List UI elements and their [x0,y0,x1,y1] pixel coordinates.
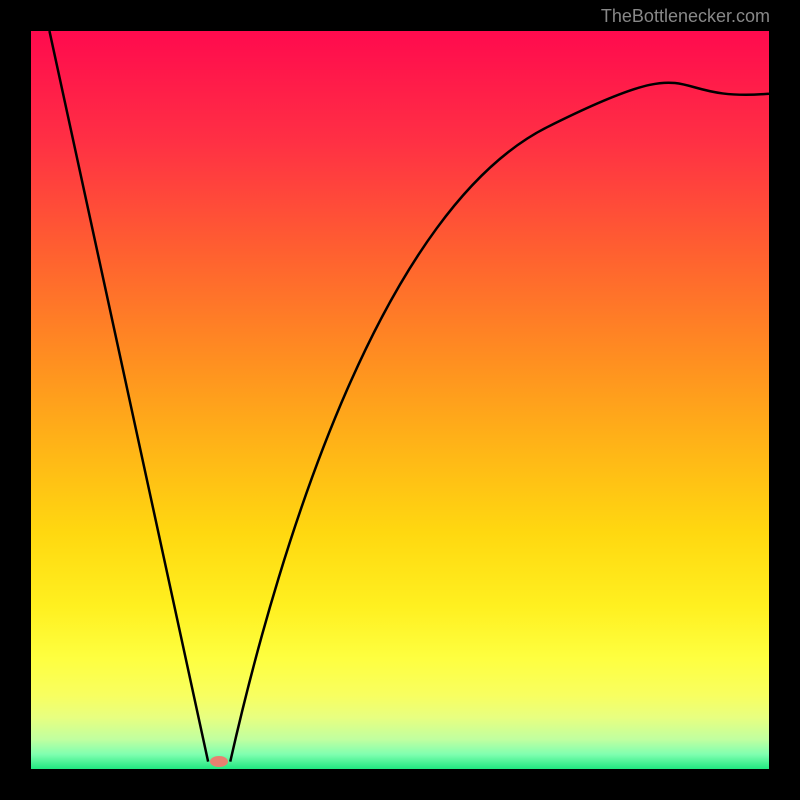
border-right [769,0,800,800]
border-bottom [0,769,800,800]
watermark: TheBottlenecker.com [601,6,770,27]
plot-area [31,31,769,769]
border-left [0,0,31,800]
bottleneck-curve [31,31,769,769]
chart-container: TheBottlenecker.com [0,0,800,800]
